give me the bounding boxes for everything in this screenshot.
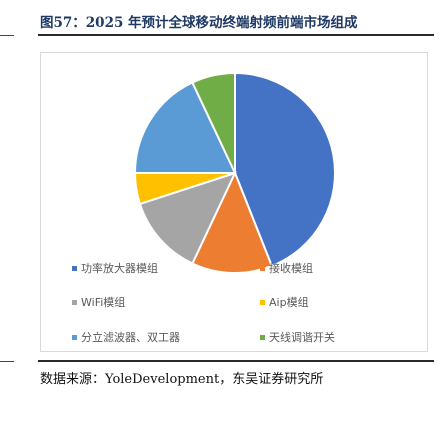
edge-mark-top (0, 35, 14, 36)
legend-swatch (72, 299, 77, 305)
figure-title: 图57：2025 年预计全球移动终端射频前端市场组成 (40, 15, 358, 31)
legend-label: 接收模组 (269, 262, 313, 275)
legend-item-3: WiFi模组 (72, 294, 125, 310)
title-rule (38, 34, 434, 36)
legend-swatch (260, 334, 265, 340)
pie-chart (133, 71, 336, 274)
pie-slice-3 (138, 171, 237, 265)
legend-item-2: 接收模组 (260, 260, 313, 276)
pie-slice-2 (191, 170, 274, 274)
chart-frame (40, 52, 428, 352)
legend-label: WiFi模组 (81, 296, 126, 309)
chart-legend: 功率放大器模组 接收模组 WiFi模组 Aip模组分立滤波器、双工器 天线调谐开关 (72, 256, 412, 352)
source-rule (38, 360, 434, 362)
pie-slice-6 (191, 71, 236, 174)
legend-item-6: 天线调谐开关 (260, 329, 335, 345)
legend-item-1: 功率放大器模组 (72, 260, 158, 276)
source-note: 数据来源：YoleDevelopment，东吴证券研究所 (40, 372, 324, 387)
legend-item-4: Aip模组 (260, 294, 309, 310)
legend-swatch (260, 265, 265, 271)
pie-slice-1 (234, 71, 336, 268)
edge-mark-bottom (0, 361, 14, 362)
legend-label: 功率放大器模组 (81, 262, 158, 275)
legend-swatch (72, 334, 77, 340)
legend-label: 天线调谐开关 (269, 331, 335, 344)
pie-slice-5 (133, 81, 237, 174)
legend-swatch (72, 265, 77, 271)
legend-swatch (260, 299, 265, 305)
legend-label: 分立滤波器、双工器 (81, 331, 180, 344)
legend-label: Aip模组 (269, 296, 309, 309)
legend-item-5: 分立滤波器、双工器 (72, 329, 180, 345)
